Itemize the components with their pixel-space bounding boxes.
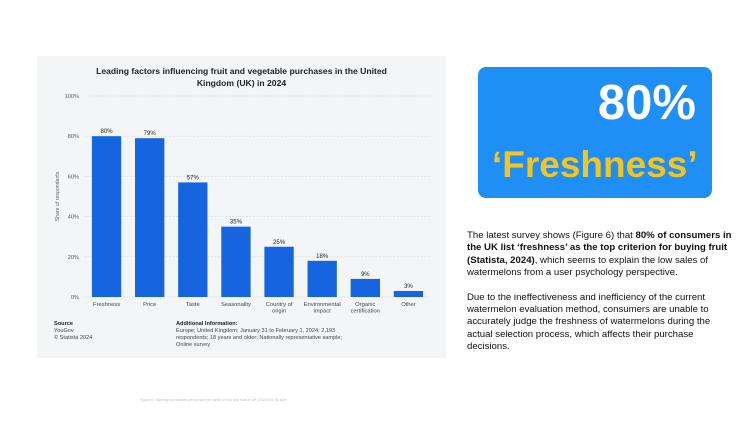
bar-value-label: 3% [404, 284, 413, 290]
y-tick-label: 80% [68, 134, 79, 140]
bar [350, 278, 380, 297]
y-tick-label: 40% [68, 215, 79, 221]
paragraph-survey-end: , which seems to explain the low sales o… [467, 254, 709, 279]
bar [221, 226, 251, 297]
bar-value-label: 25% [273, 240, 286, 246]
bar [307, 260, 337, 297]
paragraph-survey-intro: The latest survey shows (Figure 6) that [467, 230, 636, 241]
figure-caption: Figure 6 · Average purchases per person … [140, 398, 288, 402]
y-tick-label: 0% [71, 295, 79, 301]
bar-chart: 0% 20% 40% 60% 80% 100% Share of respondents 80… [55, 94, 430, 315]
paragraph-survey-emphasis: 80% of consumers in the UK list ‘freshne… [467, 230, 732, 266]
x-tick-label: Organic certification [351, 302, 380, 315]
x-tick-label: Price [143, 302, 156, 308]
x-tick-label: Other [401, 302, 416, 308]
y-tick-label: 100% [65, 94, 79, 100]
additional-info-text: Europe; United Kingdom; January 31 to Fe… [176, 328, 343, 348]
body-text: The latest survey shows (Figure 6) that … [467, 230, 735, 366]
highlight-stat-value: 80% [597, 76, 696, 130]
x-tick-label: Seasonality [221, 302, 251, 308]
source-block: Source YouGov © Statista 2024 [54, 321, 92, 342]
chart-title-line-1: Leading factors influencing fruit and ve… [96, 66, 387, 76]
paragraph-evaluation: Due to the ineffectiveness and inefficie… [467, 291, 711, 353]
bar-value-label: 9% [361, 272, 370, 278]
chart-title-line-2: Kingdom (UK) in 2024 [196, 78, 287, 88]
additional-info-heading: Additional Information: [176, 321, 238, 327]
bar-value-label: 35% [230, 220, 243, 226]
chart-title: Leading factors influencing fruit and ve… [37, 65, 446, 89]
x-tick-label: Freshness [93, 302, 120, 308]
x-tick-label: Environmental impact [304, 302, 341, 315]
additional-info: Additional Information: Europe; United K… [176, 321, 346, 349]
copyright-text: © Statista 2024 [54, 335, 93, 341]
bar-value-label: 57% [187, 175, 200, 181]
highlight-stat-label: ‘Freshness’ [492, 144, 698, 185]
paragraph-survey: The latest survey shows (Figure 6) that … [467, 230, 735, 280]
bar [178, 182, 208, 297]
bar [264, 246, 294, 297]
x-tick-label: Country of origin [266, 302, 293, 315]
bar [91, 136, 122, 297]
source-name: YouGov [54, 328, 74, 334]
x-tick-label: Taste [186, 302, 200, 308]
y-tick-label: 60% [68, 174, 79, 180]
bar [393, 290, 424, 297]
bar [135, 138, 165, 297]
bar-value-label: 79% [144, 131, 157, 137]
bar-value-label: 18% [316, 254, 329, 260]
y-axis-label: Share of respondents [55, 171, 61, 221]
bar-value-label: 80% [101, 129, 114, 135]
source-heading: Source [54, 321, 73, 327]
chart-panel: Leading factors influencing fruit and ve… [37, 56, 446, 358]
highlight-stat-box: 80% ‘Freshness’ [478, 67, 712, 198]
y-tick-label: 20% [68, 255, 79, 261]
